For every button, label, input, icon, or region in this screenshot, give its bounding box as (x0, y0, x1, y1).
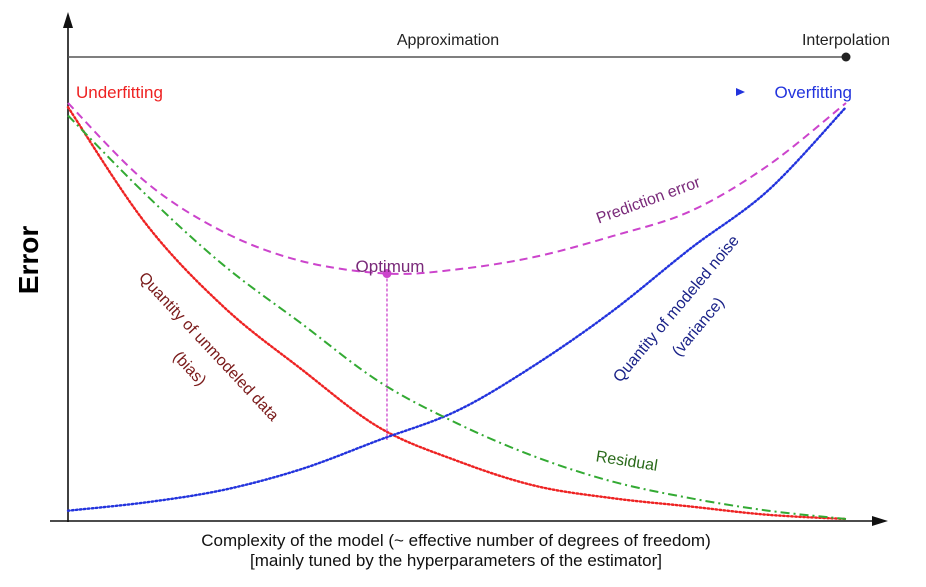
underfitting-label: Underfitting (76, 83, 163, 102)
regime-left-label: Approximation (397, 32, 499, 49)
series-label-prediction-error: Prediction error (594, 174, 703, 228)
regime-right-label: Interpolation (802, 32, 890, 49)
y-axis-arrow-icon (63, 12, 73, 28)
optimum-label: Optimum (356, 257, 425, 276)
optimum-point (382, 269, 392, 279)
series-label-residual: Residual (595, 448, 659, 475)
series-line-bias (66, 106, 848, 521)
series-line-variance (66, 106, 848, 512)
series-line-prediction-error (67, 102, 847, 275)
overfitting-label: Overfitting (775, 83, 852, 102)
series-label-bias-line2: (bias) (169, 349, 209, 390)
x-axis-arrow-icon (872, 516, 888, 526)
series-line-residual (67, 114, 847, 520)
x-axis-label: Complexity of the model (~ effective num… (201, 531, 710, 550)
y-axis-label: Error (13, 226, 44, 295)
x-axis-sublabel: [mainly tuned by the hyperparameters of … (250, 551, 662, 570)
interpolation-marker (841, 52, 851, 62)
